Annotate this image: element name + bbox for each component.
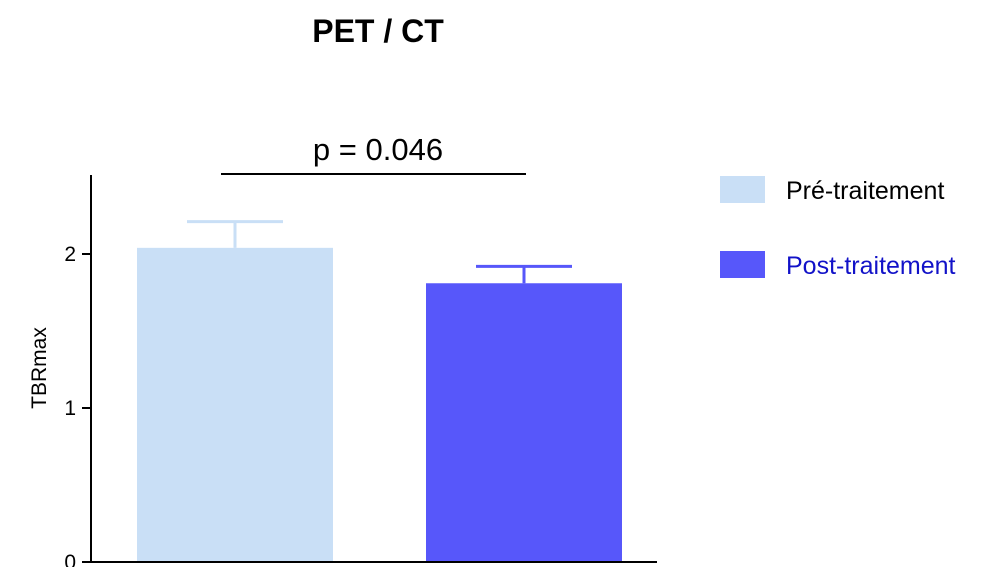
legend-label-0: Pré-traitement [786, 177, 944, 205]
y-ticks-group: 0 1 2 [64, 243, 91, 567]
y-axis-label: TBRmax [28, 327, 51, 409]
legend: Pré-traitement Post-traitement [720, 176, 956, 280]
legend-swatch-0 [720, 176, 765, 203]
y-tick-label-2: 2 [64, 243, 76, 266]
y-tick-label-0: 0 [64, 551, 76, 567]
y-tick-label-1: 1 [64, 397, 76, 420]
bars-group [137, 247, 622, 562]
error-bars-group [187, 220, 572, 284]
legend-label-1: Post-traitement [786, 252, 956, 280]
bar-post-traitement [426, 283, 622, 562]
bar-pre-traitement [137, 247, 333, 562]
p-value-annotation: p = 0.046 [313, 132, 443, 167]
legend-swatch-1 [720, 251, 765, 278]
chart-title: PET / CT [312, 13, 444, 49]
